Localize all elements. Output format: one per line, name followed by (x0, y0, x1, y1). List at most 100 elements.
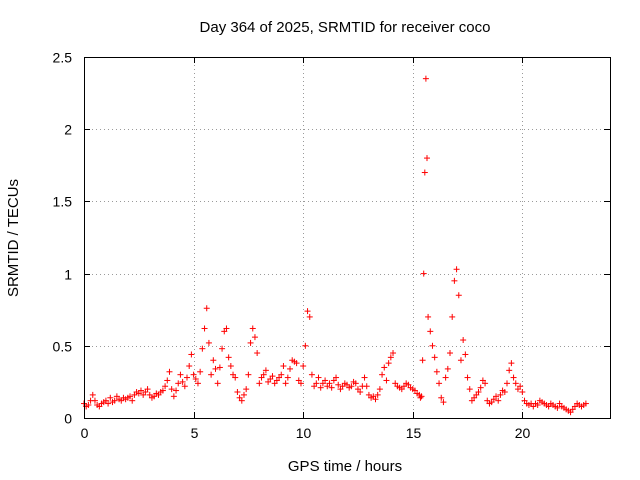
data-point (554, 404, 561, 411)
chart-title: Day 364 of 2025, SRMTID for receiver coc… (200, 19, 491, 36)
data-point (317, 384, 324, 391)
data-point (188, 351, 195, 358)
data-point (168, 386, 175, 393)
data-point (227, 363, 234, 370)
x-axis-title: GPS time / hours (288, 458, 402, 475)
data-point (460, 337, 467, 344)
data-point (457, 357, 464, 364)
data-point (300, 363, 307, 370)
data-point (419, 357, 426, 364)
data-point (192, 376, 199, 383)
data-point (315, 374, 322, 381)
data-point (417, 394, 424, 401)
data-point (199, 345, 206, 352)
data-point (508, 360, 515, 367)
data-point (302, 342, 309, 349)
data-point (184, 374, 191, 381)
data-point (201, 325, 208, 332)
data-point (190, 371, 197, 378)
data-point (436, 380, 443, 387)
data-point (179, 378, 186, 385)
data-point (234, 389, 241, 396)
data-point (510, 374, 517, 381)
data-point (418, 393, 425, 400)
data-point (89, 391, 96, 398)
data-point (420, 270, 427, 277)
data-point (284, 374, 291, 381)
data-point (328, 384, 335, 391)
data-point (501, 389, 508, 396)
y-tick-label: 2 (64, 122, 72, 138)
data-point (308, 371, 315, 378)
data-point (363, 383, 370, 390)
data-point (440, 399, 447, 406)
data-point (208, 371, 215, 378)
data-point (429, 342, 436, 349)
data-point (129, 397, 136, 404)
data-point (464, 374, 471, 381)
y-tick-label: 1 (64, 267, 72, 283)
data-point (431, 354, 438, 361)
data-point (297, 380, 304, 387)
data-point (517, 383, 524, 390)
data-point (262, 367, 269, 374)
data-point (503, 380, 510, 387)
data-point (282, 380, 289, 387)
data-point (326, 380, 333, 387)
data-point (247, 339, 254, 346)
data-point (107, 394, 114, 401)
data-point (357, 389, 364, 396)
data-point (219, 345, 226, 352)
data-point (240, 391, 247, 398)
data-point (376, 386, 383, 393)
data-point (372, 396, 379, 403)
data-point (455, 292, 462, 299)
data-point (137, 387, 144, 394)
data-point (427, 328, 434, 335)
data-point (197, 368, 204, 375)
plot-frame (84, 57, 611, 419)
data-point (322, 377, 329, 384)
data-point (243, 386, 250, 393)
data-point (422, 75, 429, 82)
y-tick-label: 0.5 (53, 339, 73, 355)
data-point (306, 313, 313, 320)
data-point (210, 357, 217, 364)
x-tick-label: 20 (515, 425, 531, 441)
y-tick-label: 1.5 (53, 194, 73, 210)
data-point (214, 380, 221, 387)
data-point (348, 383, 355, 390)
data-point (232, 374, 239, 381)
data-point (181, 383, 188, 390)
data-point (293, 360, 300, 367)
x-tick-label: 10 (296, 425, 312, 441)
y-tick-label: 2.5 (53, 50, 73, 66)
data-point (442, 374, 449, 381)
data-point (304, 308, 311, 315)
data-point (333, 374, 340, 381)
data-point (216, 364, 223, 371)
x-tick-label: 15 (406, 425, 422, 441)
data-point (582, 400, 589, 407)
data-point (177, 371, 184, 378)
data-point (91, 397, 98, 404)
y-tick-label: 0 (64, 411, 72, 427)
data-point (421, 169, 428, 176)
data-point (287, 365, 294, 372)
data-point (425, 313, 432, 320)
data-point (506, 367, 513, 374)
data-point (390, 350, 397, 357)
data-point (225, 354, 232, 361)
data-point (352, 380, 359, 387)
data-point (449, 313, 456, 320)
data-point (85, 402, 92, 409)
data-point (374, 391, 381, 398)
data-point (278, 371, 285, 378)
data-point (164, 377, 171, 384)
data-point (495, 397, 502, 404)
data-point (159, 387, 166, 394)
y-axis-title: SRMTID / TECUs (5, 179, 22, 297)
data-point (269, 373, 276, 380)
